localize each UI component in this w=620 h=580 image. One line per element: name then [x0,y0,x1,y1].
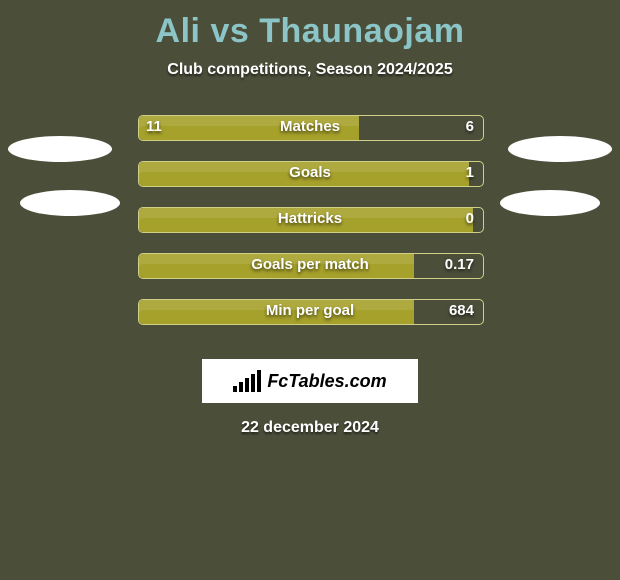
bar-track [138,161,484,187]
bar-fill [139,300,414,324]
stat-row: Goals1 [0,161,620,207]
bar-fill [139,162,469,186]
stat-row: Matches116 [0,115,620,161]
bar-track [138,253,484,279]
brand-text: FcTables.com [267,371,386,392]
brand-bar [233,386,237,392]
comparison-rows: Matches116Goals1Hattricks0Goals per matc… [0,115,620,345]
brand-bar [239,382,243,392]
stat-row: Min per goal684 [0,299,620,345]
bar-fill [139,254,414,278]
page-title: Ali vs Thaunaojam [0,12,620,51]
brand-bar [245,378,249,392]
brand-bar [251,374,255,392]
date-text: 22 december 2024 [0,419,620,437]
brand-bars-icon [233,370,261,392]
brand-bar [257,370,261,392]
stat-row: Goals per match0.17 [0,253,620,299]
bar-track [138,115,484,141]
page-subtitle: Club competitions, Season 2024/2025 [0,61,620,79]
bar-fill [139,116,359,140]
bar-track [138,299,484,325]
stat-row: Hattricks0 [0,207,620,253]
bar-fill [139,208,473,232]
bar-track [138,207,484,233]
brand-box: FcTables.com [202,359,418,403]
